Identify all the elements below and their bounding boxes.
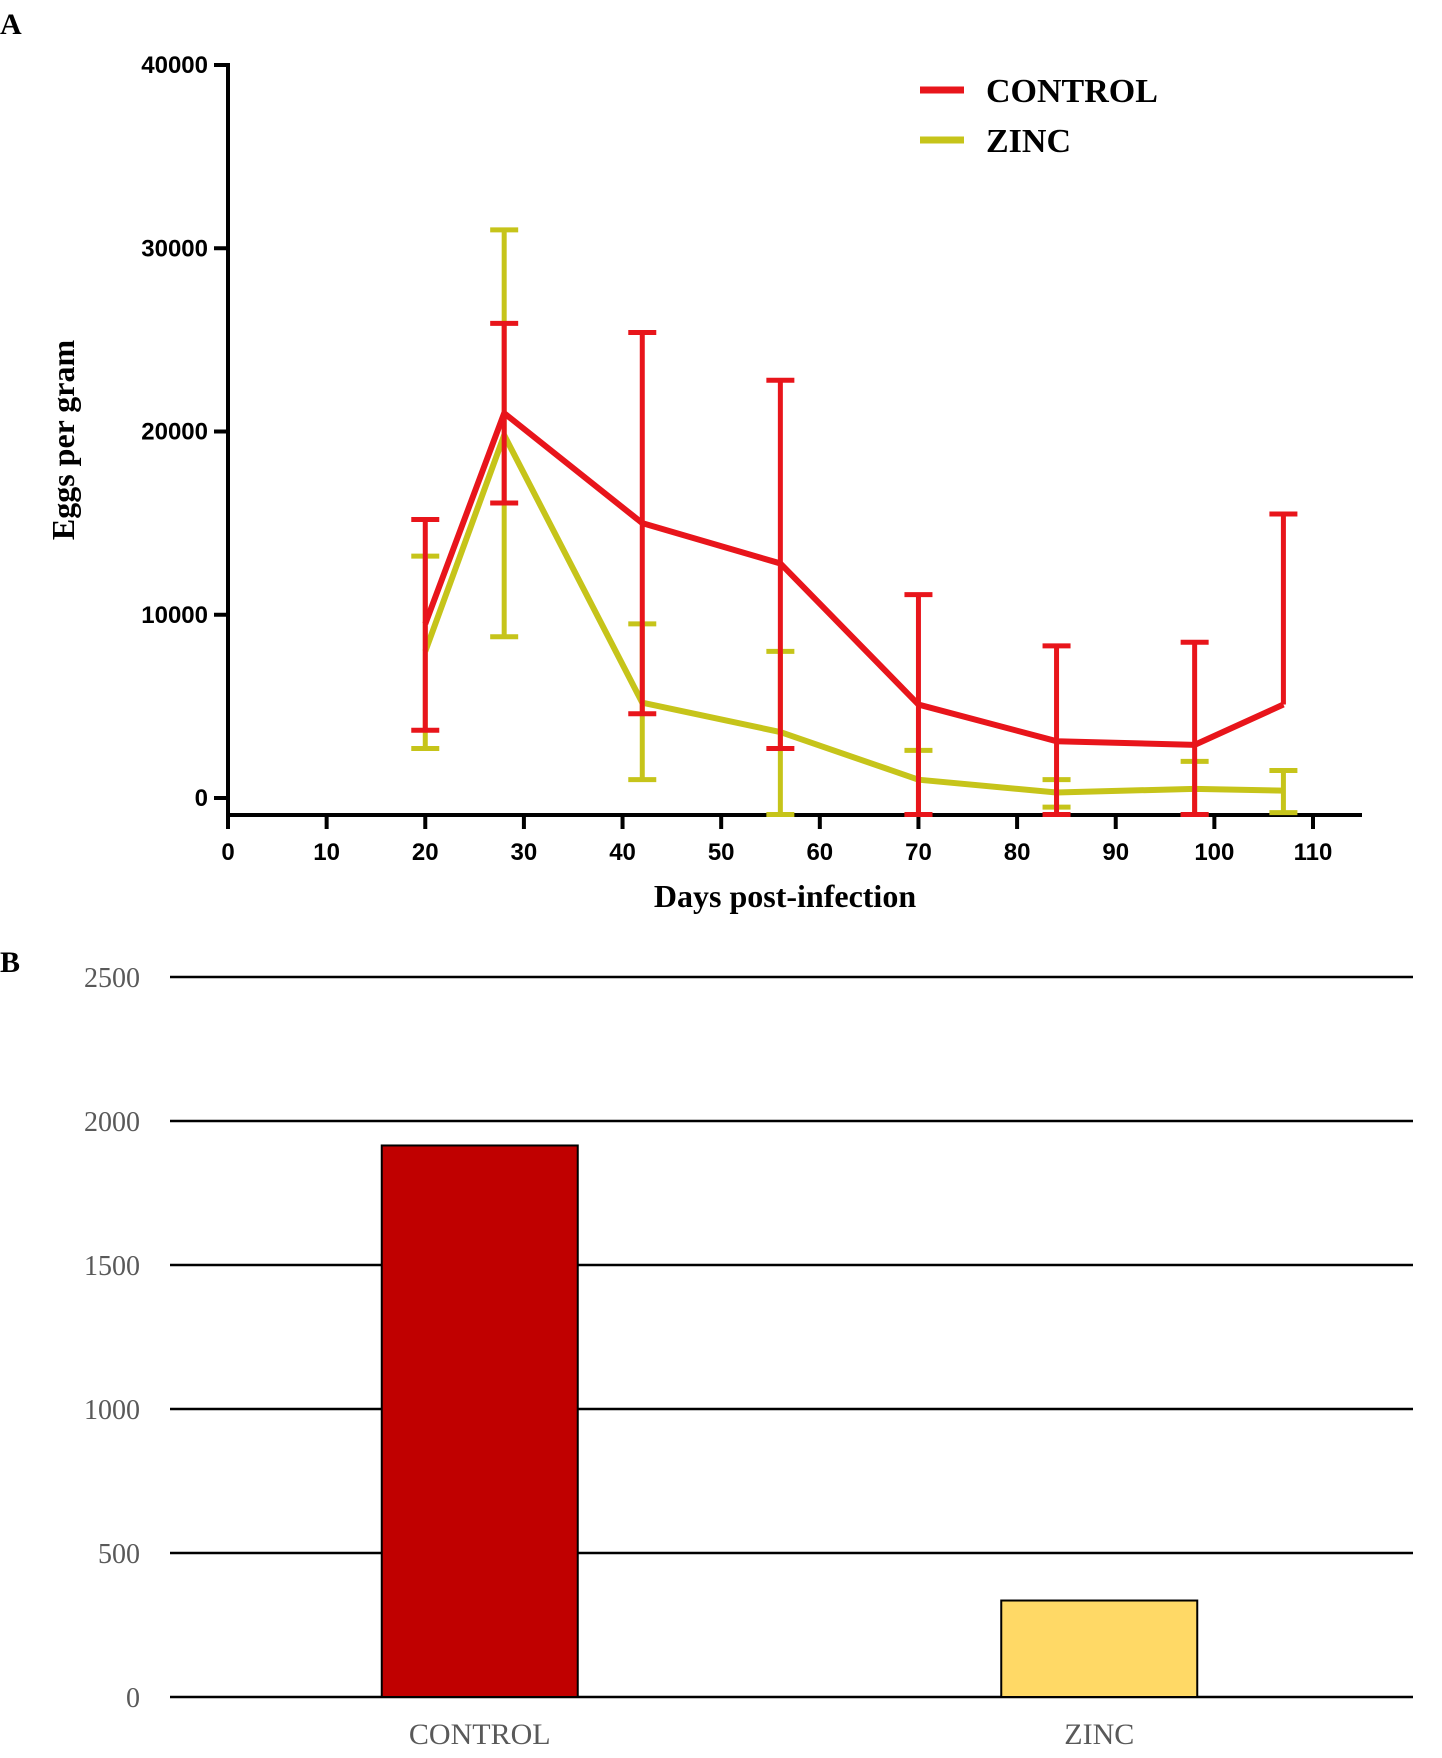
series-line (422, 410, 1285, 748)
y-tick-label: 40000 (141, 52, 208, 79)
x-tick-label: 20 (412, 839, 439, 866)
y-tick-label: 0 (126, 1683, 140, 1714)
bar-chart: 0 500 1000 1500 2000 2500 CONTROL ZINC (84, 963, 1413, 1751)
legend: CONTROL ZINC (920, 73, 1158, 160)
bars (380, 1144, 1199, 1699)
legend-label: CONTROL (986, 73, 1158, 110)
category-label: CONTROL (409, 1718, 551, 1751)
category-labels: CONTROL ZINC (409, 1718, 1134, 1751)
y-tick-label: 500 (98, 1539, 140, 1570)
y-tick-label: 2500 (84, 963, 140, 994)
y-tick-label: 30000 (141, 235, 208, 262)
y-tick-label: 10000 (141, 602, 208, 629)
y-tick-label: 0 (195, 785, 208, 812)
category-label: ZINC (1064, 1718, 1134, 1751)
panel-b-letter: B (0, 946, 20, 979)
x-tick-label: 100 (1194, 839, 1234, 866)
x-tick-label: 10 (313, 839, 340, 866)
bar-zinc (1000, 1599, 1199, 1699)
x-tick-label: 60 (806, 839, 833, 866)
series-control (411, 320, 1298, 817)
y-axis-ticks: 0 10000 20000 30000 40000 (141, 52, 228, 812)
panel-a-letter: A (0, 8, 22, 41)
y-axis-ticks: 0 500 1000 1500 2000 2500 (84, 963, 140, 1714)
series-zinc (411, 227, 1298, 817)
x-tick-label: 0 (221, 839, 234, 866)
x-axis-ticks: 0 10 20 30 40 50 60 70 80 90 100 110 (221, 815, 1332, 866)
y-axis-label: Eggs per gram (45, 340, 81, 541)
grid-lines (170, 975, 1413, 1699)
series-group (411, 227, 1298, 817)
x-axis-label: Days post-infection (654, 878, 916, 914)
line-chart-eggs-per-gram: 0 10000 20000 30000 40000 0 10 20 30 40 50 60 70 80 9… (45, 52, 1362, 914)
y-tick-label: 20000 (141, 419, 208, 446)
x-tick-label: 70 (905, 839, 932, 866)
x-tick-label: 30 (511, 839, 538, 866)
y-tick-label: 1000 (84, 1395, 140, 1426)
x-tick-label: 40 (609, 839, 636, 866)
x-tick-label: 90 (1102, 839, 1129, 866)
series-line (422, 432, 1284, 796)
bar-control (380, 1144, 579, 1698)
x-tick-label: 110 (1294, 839, 1333, 866)
y-tick-label: 2000 (84, 1107, 140, 1138)
x-tick-label: 50 (708, 839, 735, 866)
x-tick-label: 80 (1004, 839, 1031, 866)
legend-label: ZINC (986, 123, 1071, 160)
y-tick-label: 1500 (84, 1251, 140, 1282)
